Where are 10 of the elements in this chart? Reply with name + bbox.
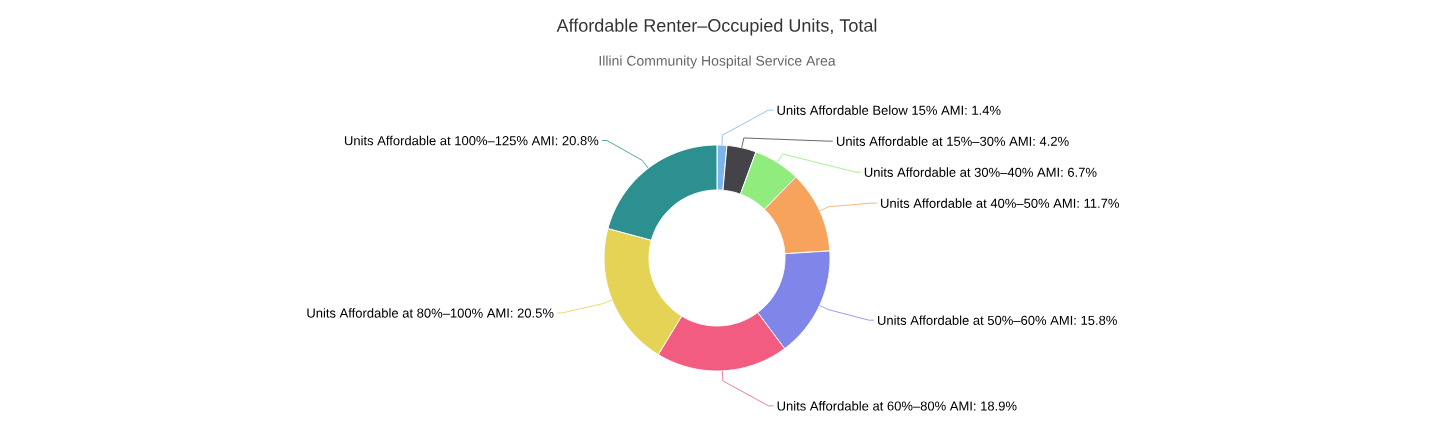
chart-subtitle: Illini Community Hospital Service Area	[599, 55, 836, 69]
data-label: Units Affordable at 80%–100% AMI: 20.5%	[307, 308, 554, 318]
data-label: Units Affordable at 40%–50% AMI: 11.7%	[881, 198, 1119, 208]
data-label: Units Affordable Below 15% AMI: 1.4%	[777, 105, 1001, 115]
data-label: Units Affordable at 50%–60% AMI: 15.8%	[878, 315, 1117, 325]
data-label: Units Affordable at 100%–125% AMI: 20.8%	[344, 135, 599, 146]
data-label: Units Affordable at 60%–80% AMI: 18.9%	[777, 401, 1017, 411]
data-label: Units Affordable at 30%–40% AMI: 6.7%	[864, 167, 1097, 177]
data-label: Units Affordable at 15%–30% AMI: 4.2%	[836, 136, 1069, 146]
chart-title: Affordable Renter–Occupied Units, Total	[556, 18, 877, 36]
